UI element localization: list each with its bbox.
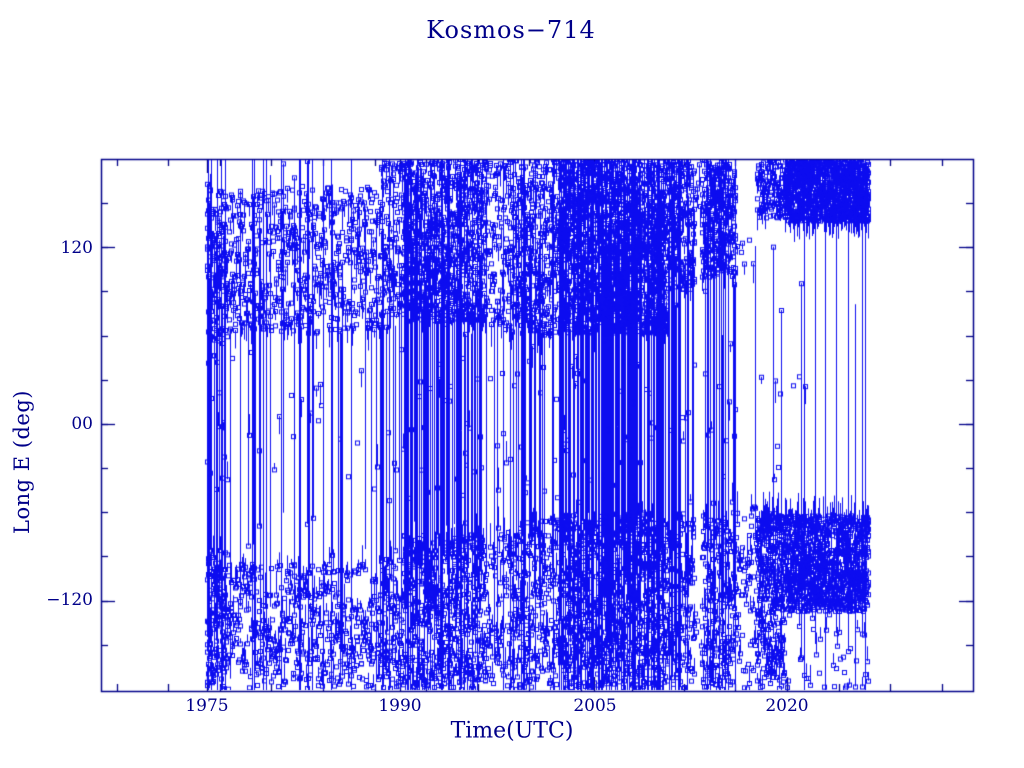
- x-tick-label-1975: 1975: [185, 696, 229, 716]
- y-axis-label: Long E (deg): [10, 390, 34, 534]
- x-tick-label-2020: 2020: [765, 696, 809, 716]
- x-tick-label-1990: 1990: [378, 696, 422, 716]
- y-tick-label-neg120: −120: [46, 590, 93, 610]
- chart-title: Kosmos−714: [426, 16, 596, 44]
- x-tick-label-2005: 2005: [573, 696, 617, 716]
- x-axis-label: Time(UTC): [450, 718, 574, 744]
- y-tick-label-120: 120: [60, 238, 93, 258]
- y-tick-label-00: 00: [71, 414, 93, 434]
